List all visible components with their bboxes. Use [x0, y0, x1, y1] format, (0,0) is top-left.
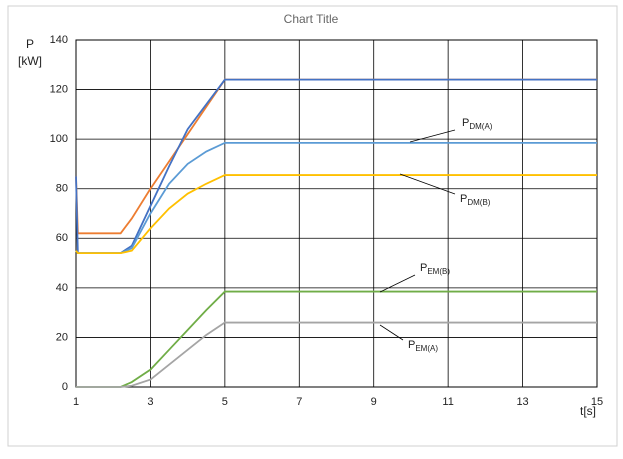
annotation-arrow — [379, 324, 404, 341]
x-tick-label: 11 — [442, 396, 453, 408]
x-axis-label: t[s] — [580, 404, 596, 418]
y-tick-label: 60 — [56, 232, 68, 244]
y-tick-label: 20 — [56, 331, 68, 343]
series-line — [75, 174, 597, 255]
x-tick-label: 13 — [516, 396, 528, 408]
annotation-arrow — [379, 274, 416, 293]
annotation-sub: DM(A) — [469, 122, 492, 131]
x-tick-label: 1 — [73, 396, 79, 408]
series-line — [76, 321, 597, 388]
y-axis-label: P — [26, 37, 34, 51]
annotation: PDM(B) — [460, 193, 491, 207]
y-tick-label: 0 — [62, 381, 68, 393]
x-tick-label: 15 — [591, 396, 603, 408]
annotation-main: P — [462, 117, 469, 129]
annotation-main: P — [460, 193, 467, 205]
annotation-arrow — [409, 129, 456, 143]
y-tick-label: 40 — [56, 282, 68, 294]
chart-title: Chart Title — [284, 12, 339, 26]
x-tick-label: 3 — [147, 396, 153, 408]
y-tick-label: 80 — [56, 183, 68, 195]
annotation-sub: EM(B) — [427, 267, 450, 276]
annotation: PEM(A) — [408, 339, 438, 353]
y-tick-label: 100 — [50, 133, 68, 145]
annotation: PDM(A) — [462, 117, 493, 131]
y-axis-label: [kW] — [18, 54, 42, 68]
x-tick-label: 5 — [222, 396, 228, 408]
x-tick-label: 9 — [371, 396, 377, 408]
annotation-main: P — [408, 339, 415, 351]
annotation: PEM(B) — [420, 262, 450, 276]
annotation-sub: DM(B) — [467, 198, 490, 207]
annotation-main: P — [420, 262, 427, 274]
x-tick-label: 7 — [296, 396, 302, 408]
y-tick-label: 140 — [50, 34, 68, 46]
y-tick-label: 120 — [50, 83, 68, 95]
annotation-sub: EM(A) — [415, 344, 438, 353]
annotation-arrow — [399, 173, 456, 195]
plot-border — [75, 39, 598, 388]
chart-frame — [7, 5, 618, 447]
